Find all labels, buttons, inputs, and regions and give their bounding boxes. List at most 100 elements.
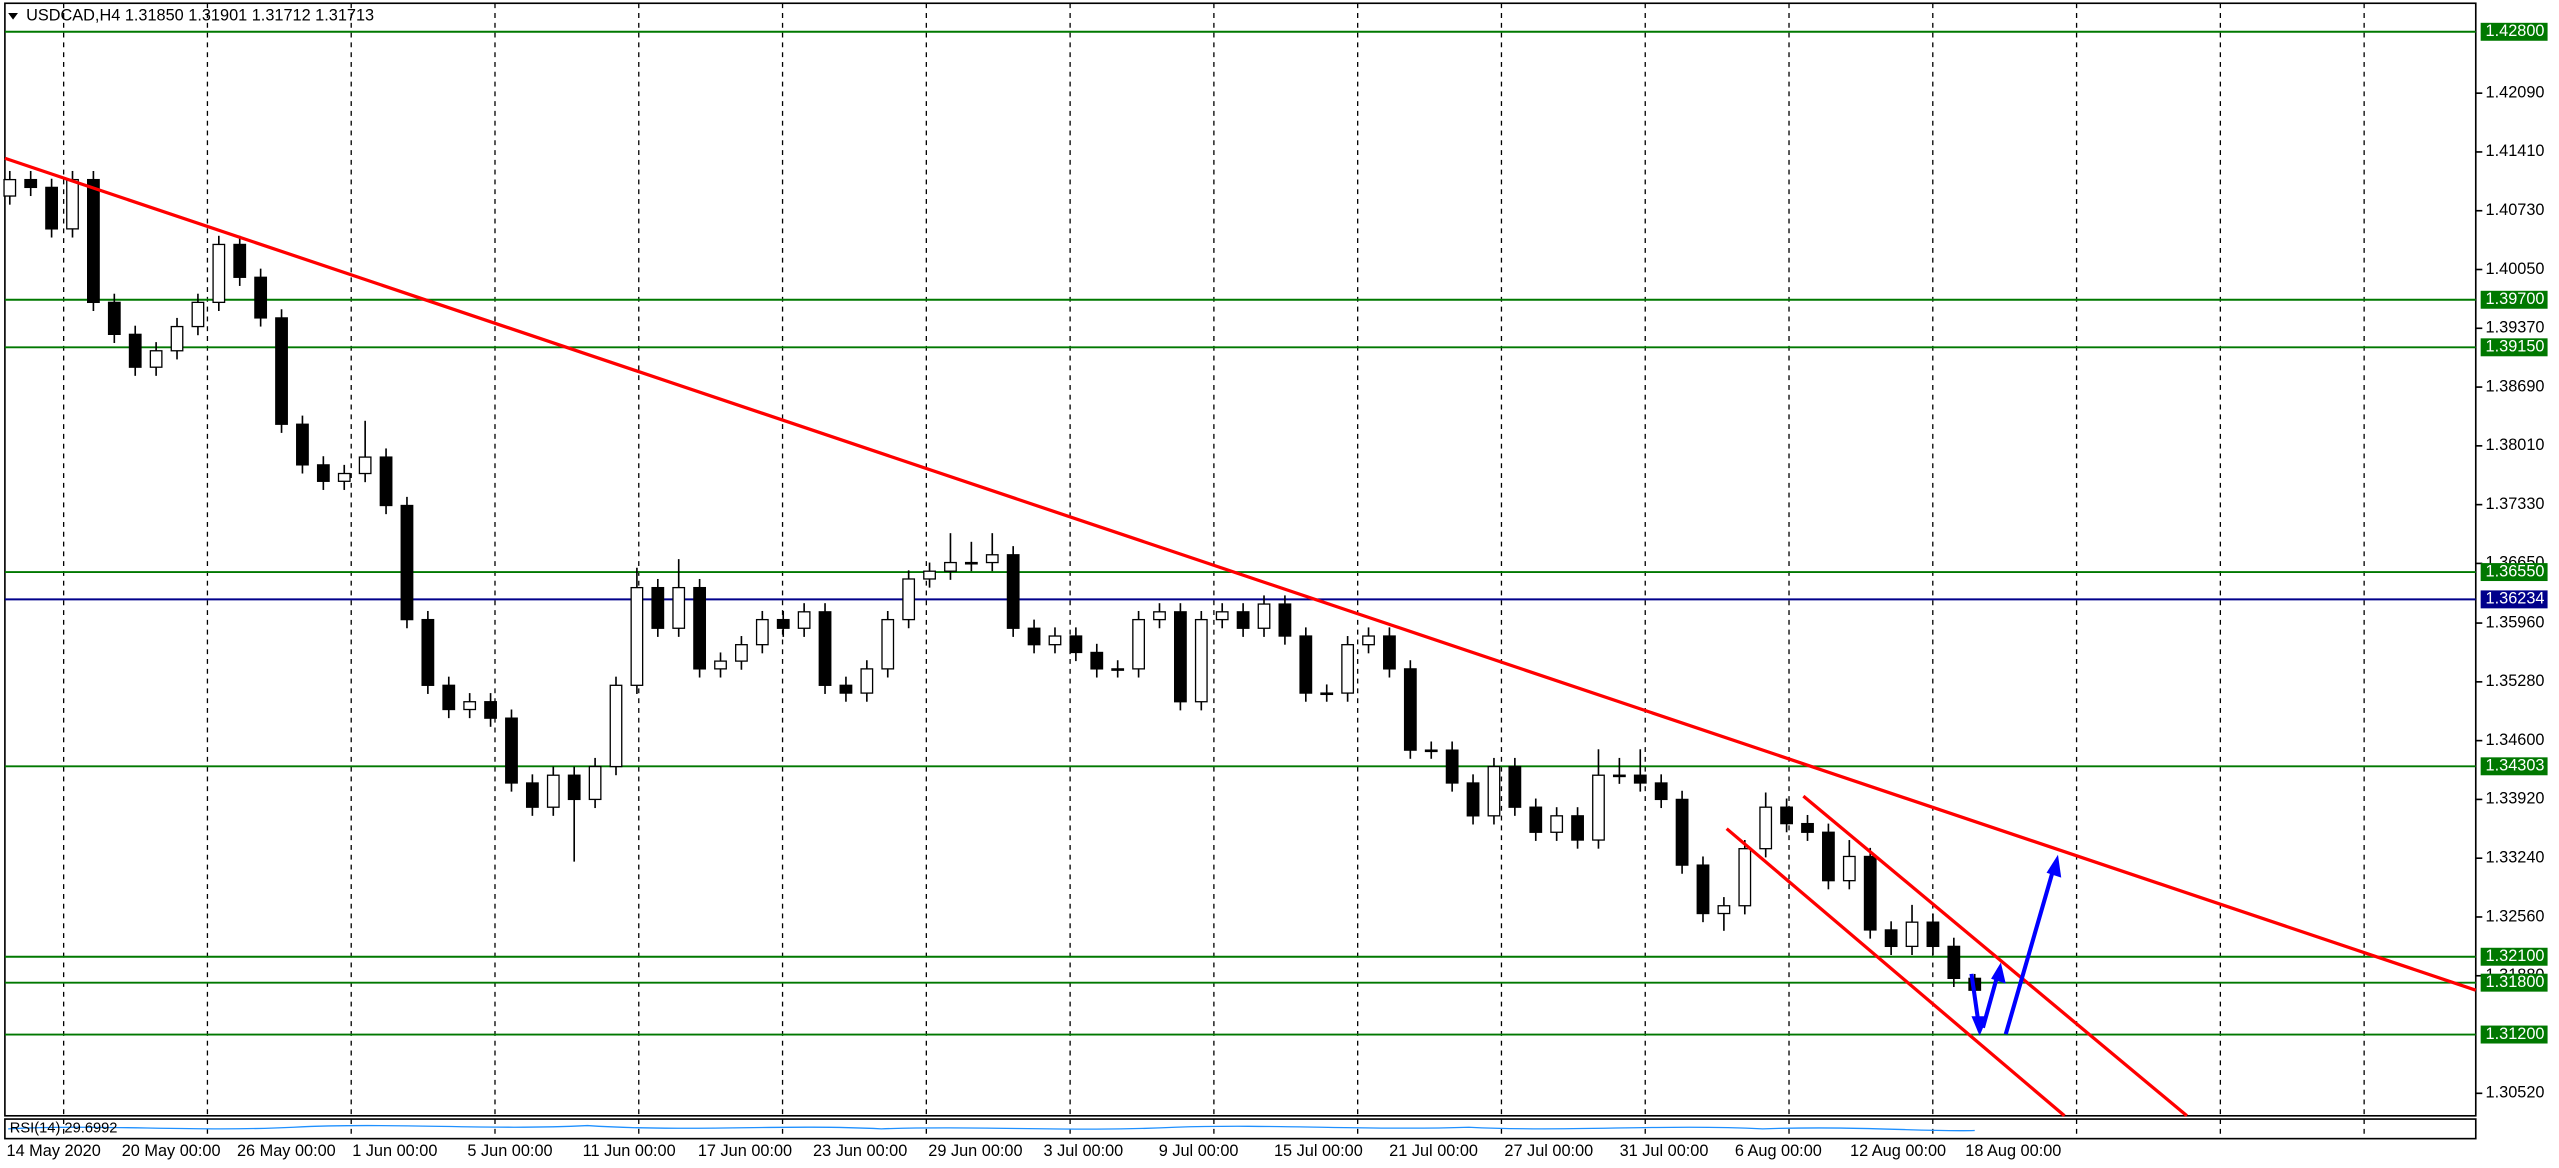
- arrow-up-long: [2003, 864, 2057, 1035]
- candle-body: [1445, 749, 1459, 784]
- candle-body: [1592, 774, 1605, 841]
- y-tick-label: 1.42090: [2486, 83, 2545, 101]
- level-label: 1.39150: [2486, 338, 2545, 356]
- level-label-box: [2480, 338, 2548, 357]
- candle-body: [1717, 905, 1731, 915]
- candle-body: [1194, 618, 1208, 703]
- candle-body: [254, 276, 268, 319]
- candle-body: [1069, 635, 1083, 654]
- x-tick-label: 27 Jul 00:00: [1504, 1142, 1593, 1160]
- candle-body: [1132, 618, 1145, 670]
- candle-body: [128, 333, 142, 368]
- candle-body: [964, 561, 978, 565]
- candle-body: [1278, 603, 1292, 637]
- rsi-label: RSI(14) 29.6992: [10, 1121, 118, 1137]
- candle-body: [1341, 644, 1355, 694]
- x-tick-label: 20 May 00:00: [122, 1142, 221, 1160]
- candle-body: [588, 765, 602, 801]
- candle-body: [505, 717, 518, 784]
- x-tick-label: 9 Jul 00:00: [1159, 1142, 1239, 1160]
- candle-body: [797, 611, 811, 629]
- level-label: 1.32100: [2486, 947, 2545, 965]
- candle-body: [1153, 611, 1166, 621]
- level-label: 1.31800: [2486, 973, 2545, 991]
- level-label: 1.34303: [2486, 757, 2545, 775]
- candle-body: [714, 660, 727, 670]
- candle-body: [651, 586, 665, 629]
- candle-body: [1487, 765, 1501, 817]
- y-tick-label: 1.39370: [2486, 319, 2545, 337]
- rsi-frame: [4, 1118, 2477, 1140]
- level-label: 1.36234: [2486, 590, 2545, 608]
- y-tick-label: 1.30520: [2486, 1084, 2545, 1102]
- y-tick-label: 1.35960: [2486, 613, 2545, 631]
- candle-body: [630, 586, 644, 686]
- y-tick-label: 1.33240: [2486, 849, 2545, 867]
- candle-body: [525, 782, 539, 808]
- candle-body: [1884, 929, 1898, 948]
- level-label-box: [2480, 1025, 2548, 1044]
- candle-body: [337, 472, 351, 482]
- candle-body: [421, 618, 435, 686]
- level-label: 1.39700: [2486, 290, 2545, 308]
- candle-body: [1571, 815, 1584, 841]
- candle-body: [45, 186, 59, 230]
- x-tick-label: 12 Aug 00:00: [1850, 1142, 1946, 1160]
- candle-body: [839, 684, 853, 694]
- candle-body: [149, 350, 163, 368]
- candle-body: [1947, 945, 1961, 980]
- candle-body: [379, 456, 393, 507]
- x-tick-label: 29 Jun 00:00: [928, 1142, 1022, 1160]
- candle-body: [1612, 774, 1626, 778]
- candle-body: [212, 243, 226, 304]
- x-tick-label: 6 Aug 00:00: [1735, 1142, 1822, 1160]
- candle-body: [1633, 774, 1647, 784]
- candle-body: [672, 586, 686, 629]
- candle-body: [191, 301, 205, 328]
- candle-body: [1090, 651, 1104, 670]
- level-label-box: [2480, 757, 2548, 776]
- level-label: 1.36550: [2486, 562, 2545, 580]
- y-tick-label: 1.34600: [2486, 731, 2545, 749]
- x-tick-label: 17 Jun 00:00: [698, 1142, 792, 1160]
- candle-body: [735, 644, 748, 662]
- candle-body: [442, 684, 456, 711]
- candle-body: [1111, 668, 1125, 671]
- candle-body: [87, 178, 100, 304]
- candle-body: [1466, 782, 1480, 817]
- x-tick-label: 14 May 2020: [7, 1142, 101, 1160]
- candle-body: [1006, 554, 1020, 629]
- candle-body: [3, 178, 17, 197]
- level-label-box: [2480, 563, 2548, 582]
- plot-frame: [4, 2, 2477, 1117]
- level-label-box: [2480, 973, 2548, 992]
- candle-body: [546, 774, 560, 808]
- x-tick-label: 21 Jul 00:00: [1389, 1142, 1478, 1160]
- y-tick-label: 1.33920: [2486, 790, 2545, 808]
- candle-body: [400, 504, 414, 621]
- y-tick-label: 1.40050: [2486, 260, 2545, 278]
- trendlines: [4, 156, 2477, 1118]
- x-tick-label: 11 Jun 00:00: [583, 1142, 676, 1160]
- candle-body: [881, 618, 895, 670]
- x-tick-label: 3 Jul 00:00: [1044, 1142, 1124, 1160]
- y-tick-label: 1.41410: [2486, 142, 2545, 160]
- candle-body: [923, 570, 936, 580]
- y-tick-label: 1.35280: [2486, 672, 2545, 690]
- candle-body: [755, 618, 769, 646]
- candle-body: [1027, 627, 1041, 646]
- candle-body: [860, 668, 874, 694]
- candle-body: [296, 423, 309, 466]
- y-tick-label: 1.40730: [2486, 201, 2545, 219]
- x-tick-label: 23 Jun 00:00: [813, 1142, 907, 1160]
- candle-body: [275, 317, 288, 425]
- level-label-box: [2480, 590, 2548, 609]
- candle-body: [1801, 822, 1814, 833]
- candle-body: [358, 456, 372, 475]
- candle-body: [24, 178, 38, 189]
- candle-body: [1403, 668, 1417, 751]
- candle-body: [1926, 921, 1940, 948]
- y-tick-label: 1.37330: [2486, 495, 2545, 513]
- candle-body: [233, 243, 247, 278]
